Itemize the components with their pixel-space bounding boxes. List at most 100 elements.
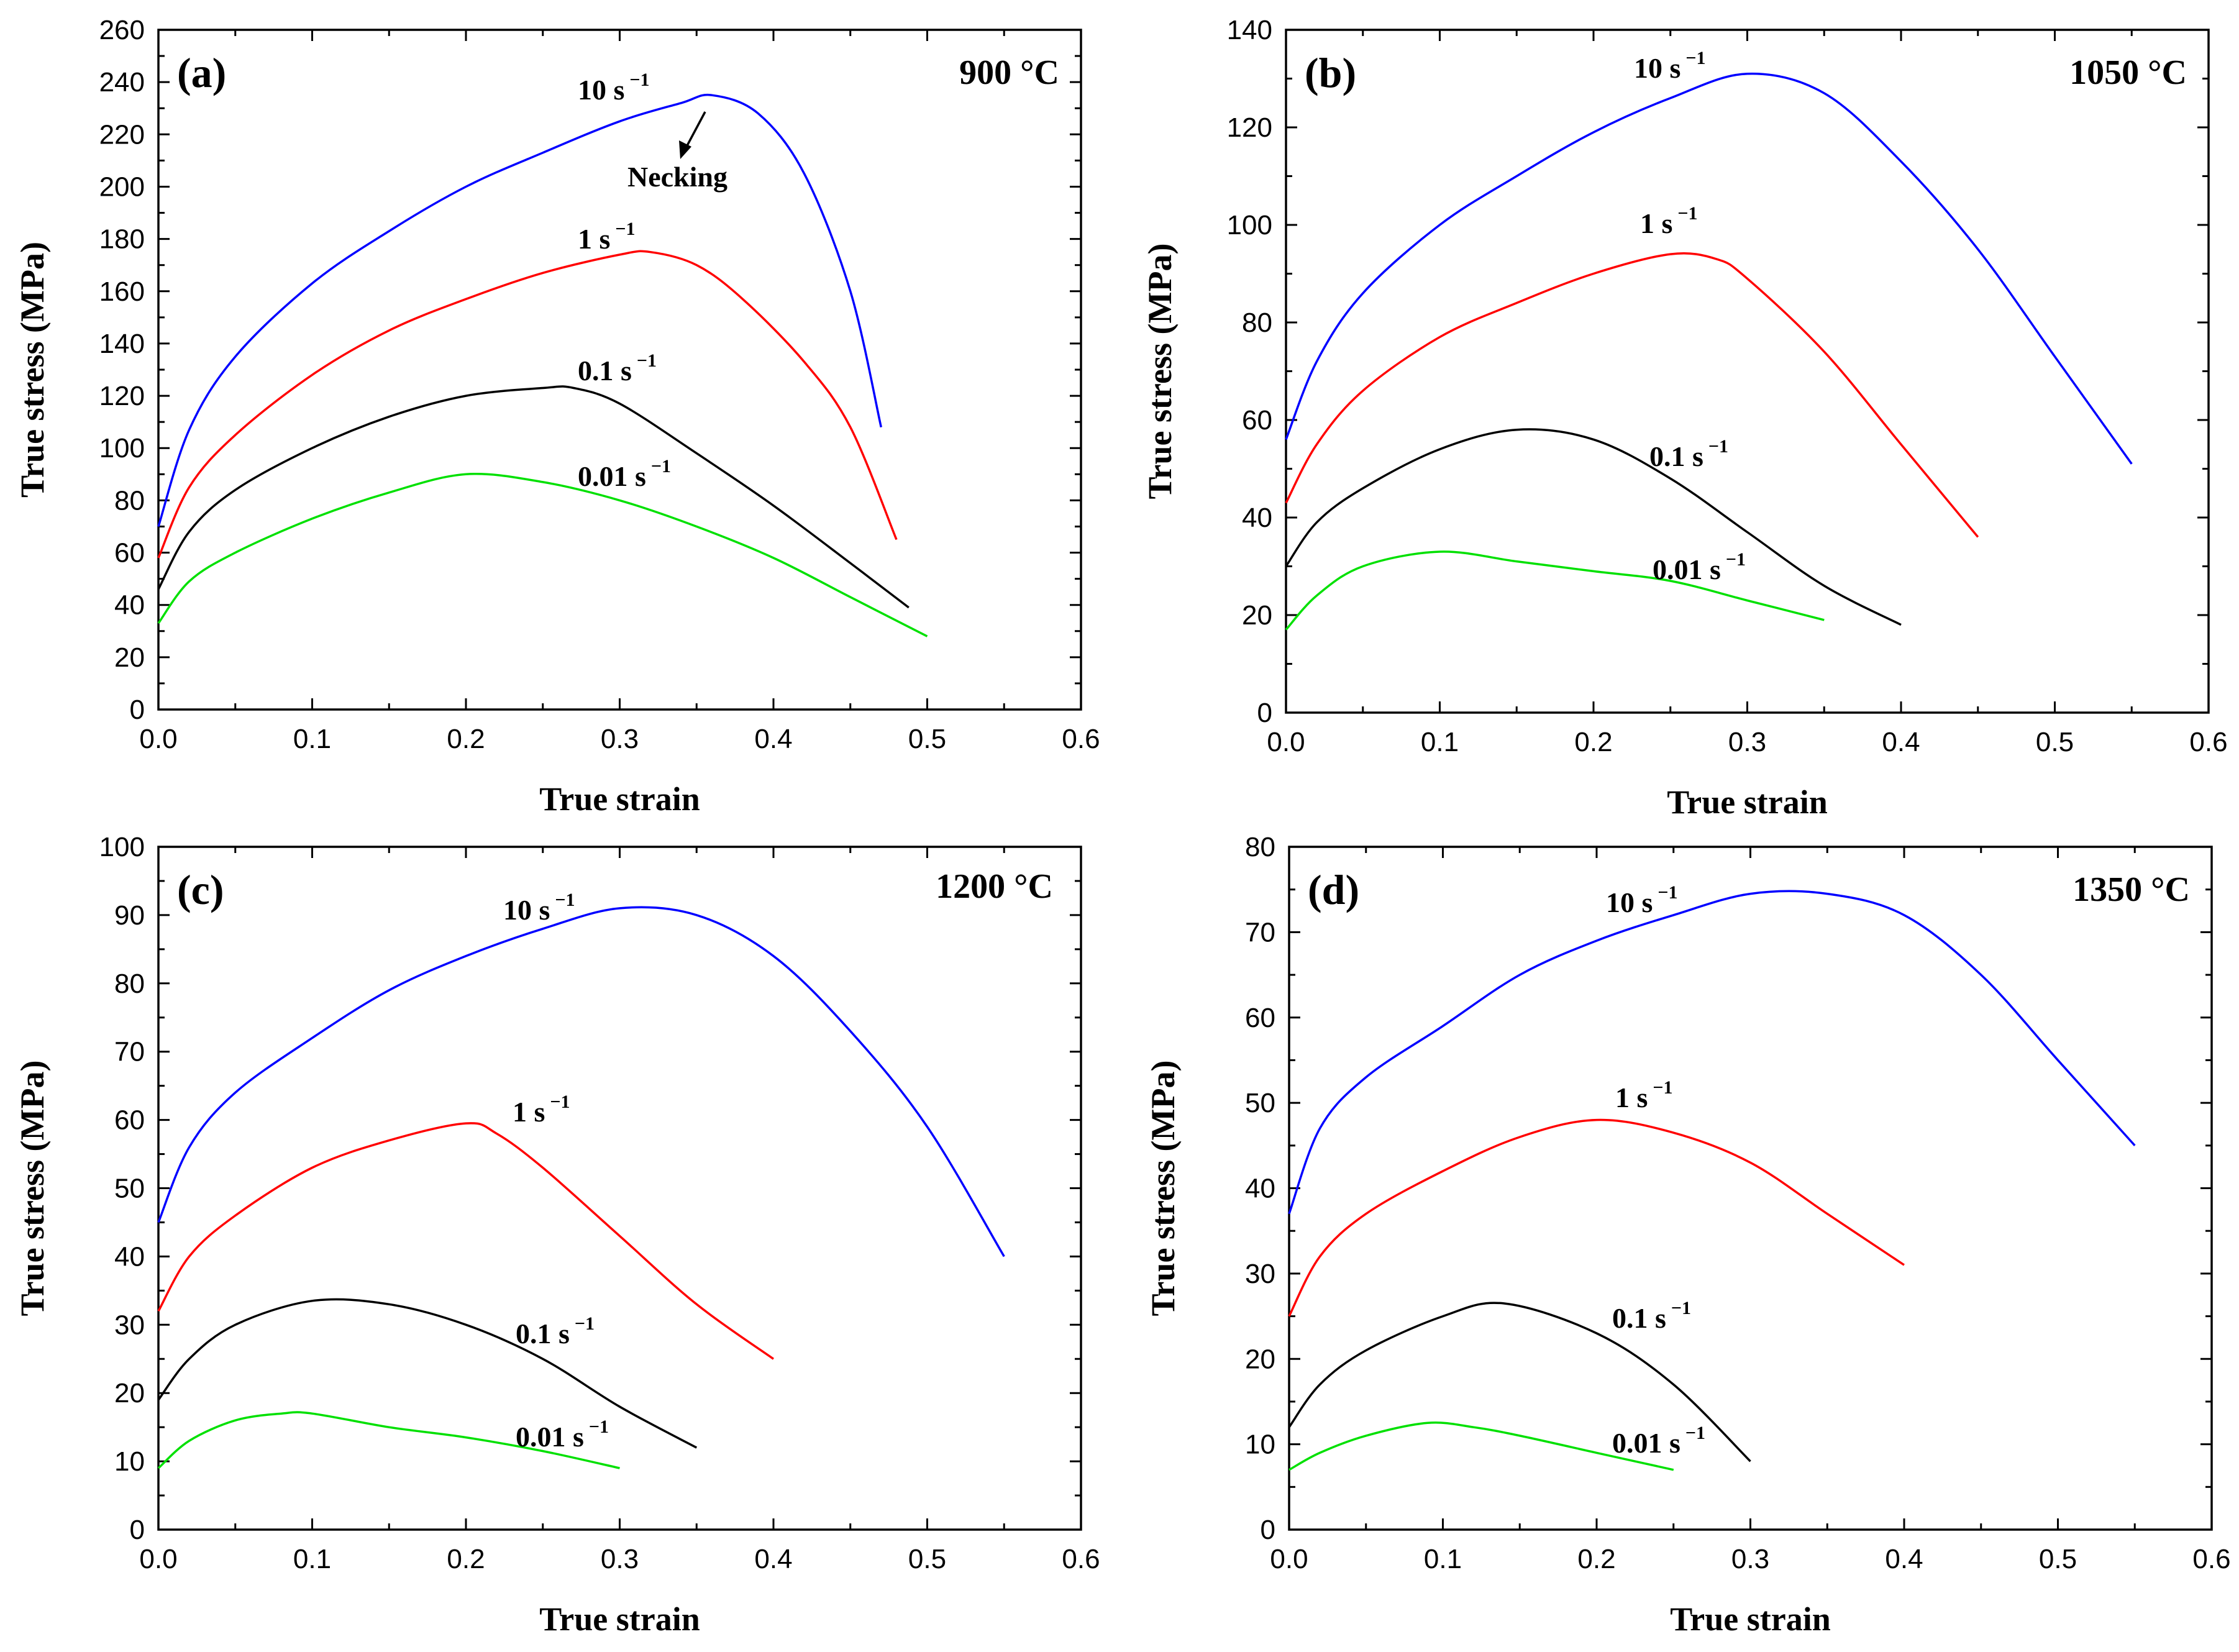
y-tick-label: 0	[130, 695, 145, 725]
x-tick-label: 0.2	[447, 724, 485, 754]
temperature-label: 900 °C	[959, 53, 1059, 92]
series-line	[1285, 428, 1902, 626]
x-tick-label: 0.5	[908, 724, 946, 754]
y-tick-label: 120	[1227, 112, 1272, 143]
series-line	[157, 473, 928, 637]
y-tick-label: 20	[1245, 1344, 1275, 1374]
chart-panel: 0.0 0.1 0.2 0.3 0.4 0.5 0.6 0 20 40 60 80 100 120 140 1…	[14, 15, 1100, 818]
series-label: 1 s −1	[578, 219, 636, 255]
series-line	[157, 93, 883, 527]
y-tick-label: 80	[114, 969, 145, 999]
series-line	[157, 385, 910, 609]
series-line	[157, 1298, 698, 1449]
x-tick-label: 0.3	[1728, 727, 1766, 757]
series-label: 1 s −1	[1615, 1077, 1673, 1113]
series-label: 0.01 s −1	[1653, 549, 1746, 585]
series-label: 10 s −1	[1634, 48, 1706, 84]
y-tick-label: 60	[114, 538, 145, 568]
y-tick-label: 70	[1245, 917, 1275, 947]
y-tick-label: 40	[1242, 503, 1272, 533]
x-axis-title: True strain	[1667, 783, 1827, 821]
y-tick-label: 100	[1227, 210, 1272, 240]
y-tick-label: 100	[99, 832, 145, 862]
y-tick-label: 0	[130, 1515, 145, 1545]
series-line	[1285, 550, 1825, 631]
series-label: 10 s −1	[503, 890, 575, 926]
x-tick-label: 0.6	[1062, 724, 1100, 754]
y-tick-label: 80	[1242, 308, 1272, 338]
y-axis-title: True stress (MPa)	[1141, 244, 1179, 500]
series-line	[1288, 1302, 1751, 1463]
x-tick-label: 0.0	[1267, 727, 1305, 757]
series-label: 0.01 s −1	[516, 1417, 609, 1453]
series-label: 0.1 s −1	[1612, 1298, 1691, 1334]
panel-label: (b)	[1305, 49, 1356, 96]
x-tick-label: 0.4	[1885, 1544, 1923, 1574]
necking-arrow-head	[679, 140, 691, 159]
x-tick-label: 0.5	[908, 1544, 946, 1574]
series-line	[157, 1411, 620, 1469]
x-tick-label: 0.3	[1731, 1544, 1769, 1574]
y-tick-label: 40	[1245, 1174, 1275, 1204]
y-tick-label: 80	[114, 485, 145, 516]
necking-annotation: Necking	[627, 161, 727, 193]
y-tick-label: 160	[99, 276, 145, 307]
x-tick-label: 0.0	[1270, 1544, 1308, 1574]
y-tick-label: 90	[114, 900, 145, 931]
series-label: 10 s −1	[578, 70, 650, 106]
y-tick-label: 100	[99, 433, 145, 463]
y-tick-label: 10	[114, 1446, 145, 1477]
y-tick-label: 30	[114, 1310, 145, 1340]
chart-panel: 0.0 0.1 0.2 0.3 0.4 0.5 0.6 0 20 40 60 80 100 120 140 T…	[1141, 15, 2228, 821]
chart-panel: 0.0 0.1 0.2 0.3 0.4 0.5 0.6 0 10 20 30 40 50 60 70 80 90…	[14, 832, 1100, 1638]
y-tick-label: 40	[114, 590, 145, 621]
x-tick-label: 0.2	[1577, 1544, 1615, 1574]
y-tick-label: 180	[99, 224, 145, 255]
y-tick-label: 260	[99, 15, 145, 45]
y-tick-label: 220	[99, 119, 145, 150]
panel-label: (c)	[177, 866, 224, 913]
series-line	[1285, 252, 1979, 538]
plot-frame	[157, 846, 1082, 1531]
y-tick-label: 20	[1242, 600, 1272, 631]
y-tick-label: 50	[114, 1174, 145, 1204]
x-tick-label: 0.1	[1424, 1544, 1462, 1574]
x-tick-label: 0.4	[1882, 727, 1920, 757]
series-label: 1 s −1	[513, 1092, 570, 1128]
y-tick-label: 40	[114, 1241, 145, 1272]
y-tick-label: 20	[114, 642, 145, 673]
series-label: 0.1 s −1	[578, 350, 657, 386]
y-tick-label: 140	[1227, 15, 1272, 45]
y-tick-label: 70	[114, 1037, 145, 1067]
x-tick-label: 0.2	[1574, 727, 1612, 757]
series-label: 0.01 s −1	[1612, 1423, 1705, 1459]
y-tick-label: 60	[1245, 1003, 1275, 1033]
x-tick-label: 0.2	[447, 1544, 485, 1574]
x-axis-title: True strain	[1670, 1600, 1830, 1638]
temperature-label: 1350 °C	[2073, 870, 2190, 909]
x-tick-label: 0.3	[601, 724, 639, 754]
y-tick-label: 30	[1245, 1259, 1275, 1289]
y-tick-label: 140	[99, 329, 145, 359]
plot-frame	[1285, 29, 2210, 714]
series-line	[1288, 1422, 1674, 1471]
series-label: 0.01 s −1	[578, 456, 671, 492]
x-tick-label: 0.0	[139, 1544, 177, 1574]
x-tick-label: 0.1	[1421, 727, 1459, 757]
x-tick-label: 0.5	[2039, 1544, 2077, 1574]
x-tick-label: 0.6	[2189, 727, 2227, 757]
y-tick-label: 120	[99, 381, 145, 411]
y-tick-label: 50	[1245, 1088, 1275, 1118]
y-axis-title: True stress (MPa)	[14, 242, 51, 498]
panel-label: (d)	[1308, 866, 1359, 913]
x-tick-label: 0.4	[754, 1544, 792, 1574]
temperature-label: 1050 °C	[2069, 53, 2187, 92]
y-tick-label: 200	[99, 171, 145, 202]
series-line	[157, 250, 898, 559]
series-line	[157, 906, 1005, 1257]
necking-arrow-shaft	[684, 111, 706, 150]
series-label: 0.1 s −1	[516, 1313, 595, 1349]
x-axis-title: True strain	[539, 780, 700, 818]
panel-label: (a)	[177, 49, 226, 96]
x-tick-label: 0.5	[2036, 727, 2074, 757]
